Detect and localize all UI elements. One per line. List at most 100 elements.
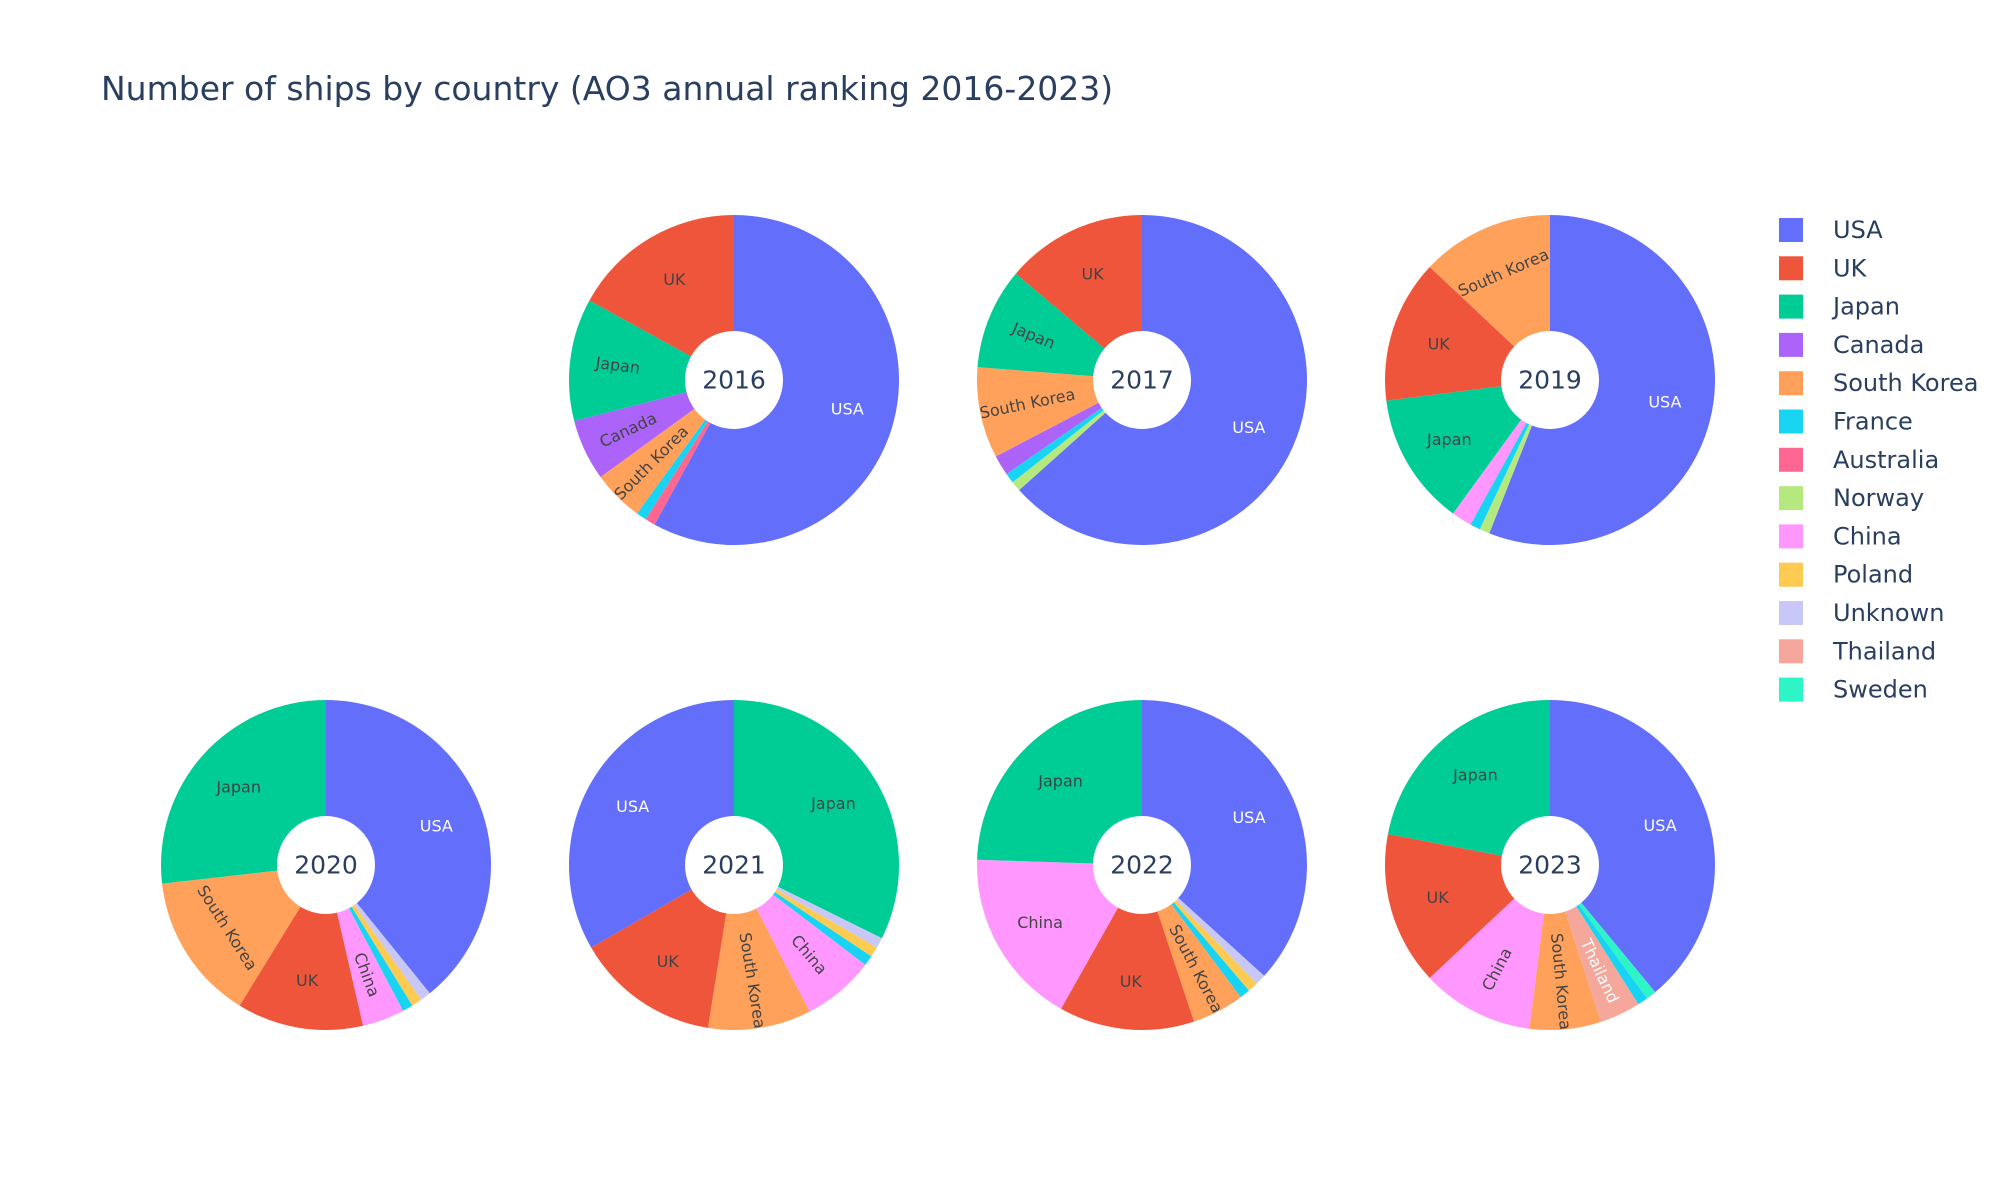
slice-label-2020-usa: USA bbox=[420, 817, 453, 836]
legend-swatch-china bbox=[1779, 524, 1803, 549]
legend-swatch-france bbox=[1779, 409, 1803, 434]
slice-label-2022-usa: USA bbox=[1232, 808, 1265, 827]
legend-label-thailand: Thailand bbox=[1832, 637, 1936, 665]
slice-2020-japan[interactable] bbox=[161, 700, 326, 884]
slice-2023-japan[interactable] bbox=[1387, 700, 1550, 865]
legend-item-norway[interactable]: Norway bbox=[1779, 484, 1924, 512]
slice-label-2017-uk: UK bbox=[1081, 264, 1104, 283]
pie-hole bbox=[1501, 816, 1599, 914]
slice-2019-usa[interactable] bbox=[1489, 215, 1716, 545]
slice-label-2019-usa: USA bbox=[1648, 392, 1681, 411]
slice-2022-japan[interactable] bbox=[977, 700, 1142, 865]
legend-item-uk[interactable]: UK bbox=[1779, 254, 1868, 282]
slice-label-2022-china: China bbox=[1017, 913, 1063, 932]
slice-2021-uk[interactable] bbox=[591, 865, 734, 1028]
slice-label-2019-japan: Japan bbox=[1426, 430, 1472, 449]
slice-2022-china[interactable] bbox=[976, 859, 1142, 1009]
slice-2020-south-korea[interactable] bbox=[162, 865, 326, 1006]
legend-item-usa[interactable]: USA bbox=[1779, 216, 1883, 244]
slice-2023-china[interactable] bbox=[1429, 865, 1550, 1029]
pie-center-label-2016: 2016 bbox=[702, 366, 766, 395]
legend-swatch-australia bbox=[1779, 447, 1803, 472]
slice-label-2021-japan: Japan bbox=[810, 794, 856, 813]
legend-label-poland: Poland bbox=[1833, 561, 1913, 589]
legend-swatch-south-korea bbox=[1779, 371, 1803, 396]
legend-label-sweden: Sweden bbox=[1833, 676, 1928, 704]
legend-label-australia: Australia bbox=[1833, 446, 1939, 474]
legend-swatch-uk bbox=[1779, 256, 1803, 281]
legend-item-china[interactable]: China bbox=[1779, 522, 1902, 550]
legend-label-uk: UK bbox=[1833, 254, 1868, 282]
legend-swatch-unknown bbox=[1779, 601, 1803, 625]
legend-label-japan: Japan bbox=[1831, 293, 1900, 321]
legend-item-japan[interactable]: Japan bbox=[1779, 293, 1900, 321]
slice-label-2023-usa: USA bbox=[1644, 816, 1677, 835]
pie-center-label-2017: 2017 bbox=[1110, 366, 1174, 395]
legend-label-south-korea: South Korea bbox=[1833, 369, 1978, 397]
slice-2023-usa[interactable] bbox=[1550, 700, 1715, 993]
slice-label-2020-uk: UK bbox=[296, 971, 319, 990]
slice-label-2023-japan: Japan bbox=[1452, 765, 1498, 784]
slice-2016-japan[interactable] bbox=[568, 300, 734, 422]
pie-center-label-2022: 2022 bbox=[1110, 851, 1174, 880]
slice-2021-china[interactable] bbox=[734, 865, 866, 1012]
pie-center-label-2019: 2019 bbox=[1518, 366, 1582, 395]
legend[interactable]: USA UK Japan Canada South Korea France Austral… bbox=[1779, 216, 1978, 704]
slice-label-2022-uk: UK bbox=[1120, 972, 1143, 991]
legend-swatch-japan bbox=[1779, 294, 1803, 319]
legend-swatch-usa bbox=[1779, 218, 1803, 242]
pie-center-label-2020: 2020 bbox=[294, 851, 358, 880]
legend-swatch-sweden bbox=[1779, 677, 1803, 702]
pie-hole bbox=[1093, 331, 1191, 429]
slice-2017-uk[interactable] bbox=[1015, 215, 1142, 380]
slice-label-2022-japan: Japan bbox=[1037, 772, 1083, 791]
legend-item-sweden[interactable]: Sweden bbox=[1779, 676, 1928, 704]
legend-label-norway: Norway bbox=[1833, 484, 1924, 512]
slice-2020-usa[interactable] bbox=[326, 700, 492, 994]
legend-swatch-thailand bbox=[1779, 639, 1803, 664]
legend-item-thailand[interactable]: Thailand bbox=[1779, 637, 1936, 665]
pie-hole bbox=[685, 331, 783, 429]
slice-2016-uk[interactable] bbox=[589, 215, 734, 380]
slice-2022-usa[interactable] bbox=[1142, 699, 1308, 976]
pie-center-label-2023: 2023 bbox=[1518, 851, 1582, 880]
legend-swatch-poland bbox=[1779, 562, 1803, 587]
legend-item-canada[interactable]: Canada bbox=[1779, 331, 1924, 359]
slice-label-2017-usa: USA bbox=[1232, 418, 1265, 437]
pie-hole bbox=[685, 816, 783, 914]
pie-hole bbox=[277, 816, 375, 914]
slice-2022-uk[interactable] bbox=[1061, 865, 1194, 1030]
legend-item-poland[interactable]: Poland bbox=[1779, 561, 1913, 589]
legend-label-usa: USA bbox=[1833, 216, 1883, 244]
legend-label-france: France bbox=[1833, 408, 1913, 436]
legend-swatch-norway bbox=[1779, 486, 1803, 511]
pie-hole bbox=[1501, 331, 1599, 429]
legend-swatch-canada bbox=[1779, 332, 1803, 357]
legend-label-china: China bbox=[1833, 522, 1902, 550]
slice-2019-japan[interactable] bbox=[1386, 380, 1550, 514]
slice-label-2023-uk: UK bbox=[1426, 888, 1449, 907]
slice-2019-south-korea[interactable] bbox=[1429, 215, 1550, 380]
legend-item-australia[interactable]: Australia bbox=[1779, 446, 1939, 474]
legend-label-unknown: Unknown bbox=[1833, 599, 1944, 627]
slice-label-2019-uk: UK bbox=[1428, 334, 1451, 353]
slice-label-2021-uk: UK bbox=[657, 952, 680, 971]
slice-label-2020-japan: Japan bbox=[215, 778, 261, 797]
chart-title: Number of ships by country (AO3 annual r… bbox=[101, 69, 1113, 108]
legend-item-south-korea[interactable]: South Korea bbox=[1779, 369, 1978, 397]
slice-label-2021-usa: USA bbox=[616, 797, 649, 816]
legend-label-canada: Canada bbox=[1833, 331, 1924, 359]
pie-center-label-2021: 2021 bbox=[702, 851, 766, 880]
legend-item-unknown[interactable]: Unknown bbox=[1779, 599, 1944, 627]
pie-hole bbox=[1093, 816, 1191, 914]
legend-item-france[interactable]: France bbox=[1779, 408, 1913, 436]
